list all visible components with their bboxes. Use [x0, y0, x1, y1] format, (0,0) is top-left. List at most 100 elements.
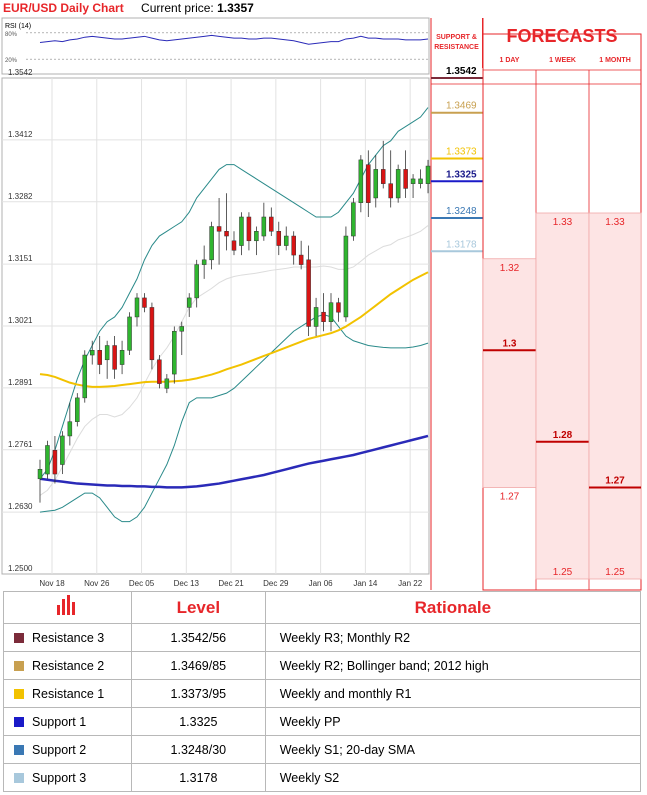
- candle-body: [45, 445, 50, 475]
- sr-level-label-s3: 1.3178: [446, 239, 477, 250]
- candle: [291, 231, 296, 265]
- candle: [328, 293, 334, 332]
- table-row: Resistance 1 1.3373/95 Weekly and monthly …: [3, 679, 642, 708]
- forecast-range-box: [535, 212, 590, 580]
- bollinger-lower-line: [39, 314, 429, 523]
- x-tick-label: Dec 29: [263, 579, 289, 588]
- level-name-cell: Support 3: [3, 763, 132, 792]
- table-header-level: Level: [130, 591, 266, 624]
- level-rationale: Weekly S1; 20-day SMA: [264, 735, 642, 764]
- table-header-rationale: Rationale: [264, 591, 642, 624]
- forecast-col-1month: 1 MONTH: [599, 57, 631, 64]
- level-color-swatch: [14, 632, 24, 643]
- forecast-range-2: 1.33 1.27 1.25: [588, 212, 642, 580]
- table-row: Support 2 1.3248/30 Weekly S1; 20-day SMA: [3, 735, 642, 764]
- rsi-panel: [1, 17, 430, 75]
- candle: [343, 226, 349, 322]
- candle: [373, 155, 379, 208]
- candle-body: [239, 216, 244, 246]
- candle-body: [179, 326, 185, 332]
- x-tick-label: Dec 21: [218, 579, 244, 588]
- candle-body: [75, 397, 80, 422]
- table-row: Support 1 1.3325 Weekly PP: [3, 707, 642, 736]
- level-name-cell: Support 2: [3, 735, 132, 764]
- level-name: Support 1: [32, 714, 87, 729]
- forecast-range-box: [482, 258, 537, 488]
- candle-body: [358, 159, 364, 203]
- rsi-line: [39, 34, 429, 45]
- y-tick-label: 1.2630: [8, 502, 33, 511]
- forecasts-title: FORECASTS: [506, 26, 618, 46]
- forecast-center-label: 1.27: [605, 476, 625, 487]
- candle-body: [231, 240, 237, 251]
- candle-body: [351, 202, 356, 237]
- candle-body: [157, 359, 162, 384]
- candle: [216, 197, 222, 265]
- x-tick-label: Jan 14: [353, 579, 378, 588]
- candle-body: [134, 297, 140, 318]
- candle-body: [373, 169, 379, 199]
- candle: [67, 402, 73, 446]
- level-name: Support 3: [32, 770, 87, 785]
- level-rationale: Weekly R3; Monthly R2: [264, 623, 642, 652]
- forecast-range-1: 1.33 1.28 1.25: [535, 212, 590, 580]
- forecast-low-label: 1.25: [553, 567, 573, 578]
- forecast-high-label: 1.33: [605, 217, 625, 228]
- candle: [179, 321, 185, 356]
- y-tick-label: 1.3282: [8, 192, 33, 201]
- candle: [82, 350, 88, 403]
- level-value: 1.3325: [130, 707, 266, 736]
- levels-table: Level Rationale Resistance 3 1.3542/56 Wee…: [3, 591, 642, 792]
- candle-body: [380, 169, 386, 184]
- candle-body: [209, 226, 214, 261]
- level-name: Resistance 3: [32, 630, 105, 645]
- current-price-label: Current price:: [141, 1, 214, 15]
- candle: [157, 355, 162, 389]
- chart-title: EUR/USD Daily Chart: [3, 1, 124, 15]
- candle-body: [313, 307, 319, 327]
- candle: [134, 293, 140, 327]
- forecast-col-1day: 1 DAY: [499, 57, 520, 64]
- candle-body: [269, 216, 274, 232]
- candle-body: [254, 231, 259, 242]
- candle: [142, 293, 147, 313]
- level-name-cell: Resistance 1: [3, 679, 132, 708]
- candle-body: [127, 316, 132, 351]
- candle-body: [37, 469, 43, 480]
- candle-body: [67, 421, 73, 437]
- candle-body: [246, 216, 252, 242]
- sr-level-label-r2: 1.3469: [446, 101, 477, 112]
- candle-body: [321, 311, 326, 322]
- forecast-panel: SUPPORT & RESISTANCE FORECASTS 1 DAY 1 W…: [431, 18, 641, 590]
- candle-body: [216, 226, 222, 232]
- x-tick-label: Nov 18: [39, 579, 65, 588]
- candle: [37, 459, 43, 503]
- candle: [254, 226, 259, 256]
- candle: [336, 297, 341, 322]
- candle: [261, 202, 267, 241]
- table-logo-cell: [3, 591, 132, 624]
- candle-body: [276, 231, 282, 246]
- candle-body: [142, 297, 147, 308]
- sr-level-label-r1: 1.3373: [446, 146, 477, 157]
- candle: [119, 340, 125, 375]
- y-tick-label: 1.2891: [8, 378, 33, 387]
- candle: [425, 159, 431, 194]
- y-tick-label: 1.2761: [8, 440, 33, 449]
- chart-header: EUR/USD Daily Chart Current price: 1.335…: [3, 0, 254, 18]
- y-tick-label: 1.2500: [8, 564, 33, 573]
- level-name-cell: Resistance 3: [3, 623, 132, 652]
- forecast-range-0: 1.32 1.3 1.27: [482, 258, 537, 503]
- candle: [246, 212, 252, 251]
- level-value: 1.3542/56: [130, 623, 266, 652]
- level-rationale: Weekly PP: [264, 707, 642, 736]
- x-tick-label: Nov 26: [84, 579, 110, 588]
- candle: [112, 335, 117, 379]
- candle-body: [82, 354, 88, 399]
- y-tick-label: 1.3151: [8, 254, 33, 263]
- candle: [276, 221, 282, 256]
- sr-level-label-s1: 1.3325: [446, 169, 477, 180]
- level-value: 1.3248/30: [130, 735, 266, 764]
- current-price-value: 1.3357: [217, 1, 254, 15]
- forecast-center-label: 1.3: [503, 338, 517, 349]
